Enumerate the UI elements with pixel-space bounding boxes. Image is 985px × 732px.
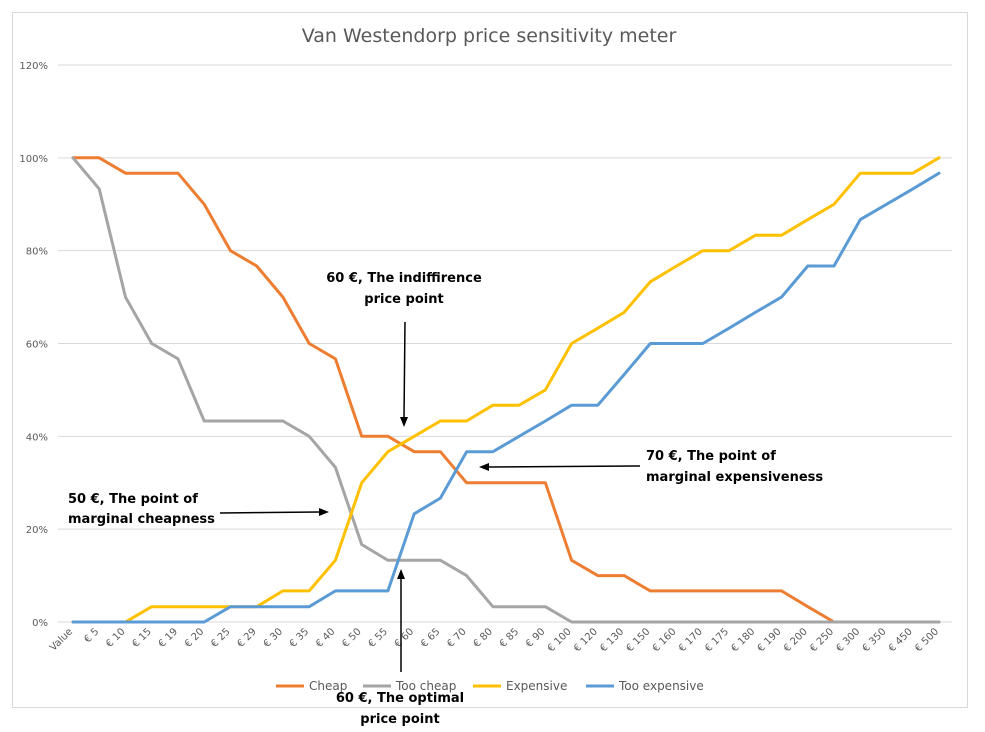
x-tick-label-350: € 350 [861,626,889,654]
gridlines [58,64,952,623]
x-axis-ticks: Value € 5 € 10 € 15 € 19 € 20 € 25 € 29 € 30 € 35… [48,626,941,654]
x-tick-label-100: € 100 [546,626,574,654]
x-tick-label-60: € 60 [393,626,417,650]
chart-frame [12,12,968,708]
arrow-indifference [403,321,406,419]
y-axis-ticks: 0% 20% 40% 60% 80% 100% 120% [19,61,48,629]
x-tick-label-90: € 90 [524,626,548,650]
x-tick-label-250: € 250 [808,626,836,654]
y-tick-label-100: 100% [19,154,48,165]
annotation-optimal-line1: 60 €, The optimal [336,691,464,706]
x-tick-label-29: € 29 [235,626,259,650]
annotation-indifference-line1: 60 €, The indiffirence [326,271,482,286]
y-tick-label-120: 120% [19,61,48,72]
x-tick-label-200: € 200 [782,626,810,654]
x-tick-label-10: € 10 [104,626,128,650]
y-tick-label-0: 0% [32,618,48,629]
legend-label-cheap: Cheap [309,679,347,693]
legend: Cheap Too cheap Expensive Too expensive [276,679,704,693]
x-tick-label-160: € 160 [651,626,679,654]
x-tick-label-15: € 15 [130,626,154,650]
x-tick-label-40: € 40 [314,626,338,650]
annotation-expensiveness-line1: 70 €, The point of [646,449,776,464]
x-tick-label-55: € 55 [367,626,391,650]
arrowhead-optimal [397,569,405,579]
x-tick-label-170: € 170 [677,626,705,654]
x-tick-label-30: € 30 [262,626,286,650]
x-tick-label-5: € 5 [82,626,101,645]
annotation-optimal-line2: price point [360,712,439,727]
arrowhead-indifference [400,417,408,427]
x-tick-label-450: € 450 [887,626,915,654]
y-tick-label-80: 80% [26,247,48,258]
x-tick-label-65: € 65 [419,626,443,650]
chart-title: Van Westendorp price sensitivity meter [302,25,677,47]
legend-label-too-expensive: Too expensive [618,679,704,693]
series-line-expensive [71,156,941,624]
x-tick-label-190: € 190 [756,626,784,654]
x-tick-label-value: Value [48,626,75,653]
x-tick-label-175: € 175 [703,626,731,654]
legend-label-too-cheap: Too cheap [395,679,456,693]
x-tick-label-120: € 120 [572,626,600,654]
y-tick-label-60: 60% [26,340,48,351]
annotation-indifference-line2: price point [364,292,443,307]
arrow-expensiveness [488,465,641,468]
x-tick-label-180: € 180 [729,626,757,654]
x-tick-label-50: € 50 [340,626,364,650]
arrow-cheapness [219,511,320,514]
series-lines [71,156,941,624]
x-tick-label-19: € 19 [157,626,181,650]
x-tick-label-35: € 35 [288,626,312,650]
annotation-cheapness-line2: marginal cheapness [68,512,215,527]
x-tick-label-85: € 85 [498,626,522,650]
series-line-too-cheap [71,156,941,624]
annotation-cheapness-line1: 50 €, The point of [68,492,198,507]
x-tick-label-20: € 20 [183,626,207,650]
arrowhead-cheapness [319,508,329,516]
x-tick-label-500: € 500 [913,626,941,654]
y-tick-label-40: 40% [26,432,48,443]
series-line-cheap [71,156,941,624]
x-tick-label-150: € 150 [624,626,652,654]
annotation-expensiveness-line2: marginal expensiveness [646,470,823,485]
legend-label-expensive: Expensive [506,679,567,693]
series-line-too-expensive [71,171,941,624]
arrowhead-expensiveness [479,463,489,471]
x-tick-label-25: € 25 [209,626,233,650]
x-tick-label-70: € 70 [445,626,469,650]
x-tick-label-130: € 130 [598,626,626,654]
annotations: 60 €, The indiffirence price point 70 €,… [68,271,823,727]
y-tick-label-20: 20% [26,525,48,536]
x-tick-label-300: € 300 [834,626,862,654]
x-tick-label-80: € 80 [471,626,495,650]
